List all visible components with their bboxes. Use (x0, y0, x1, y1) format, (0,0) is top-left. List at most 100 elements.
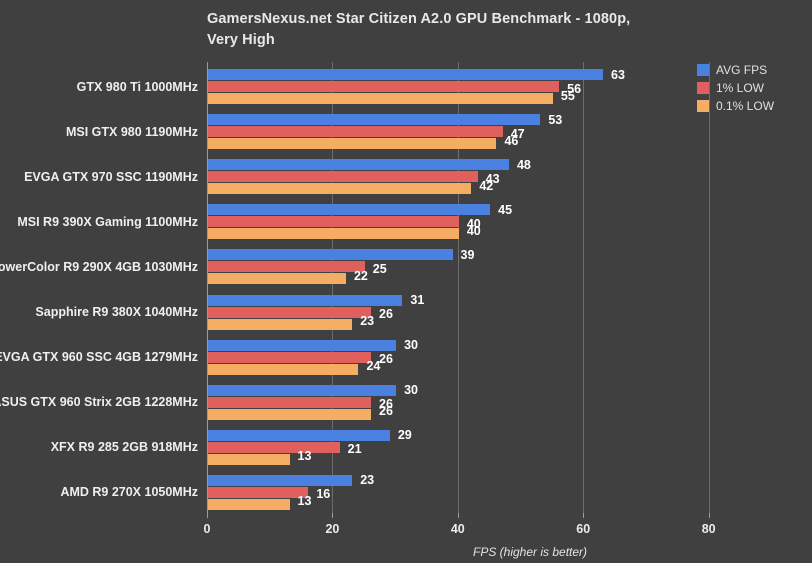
bar-value-label: 23 (360, 473, 375, 488)
bar-value-label: 40 (466, 223, 481, 238)
bar-value-label: 39 (460, 247, 475, 262)
bar[interactable] (208, 138, 497, 150)
bar-value-label: 25 (372, 261, 387, 276)
x-axis-tick (708, 513, 710, 518)
bar[interactable] (208, 498, 290, 510)
category-label: AMD R9 270X 1050MHz (60, 485, 198, 500)
bar-value-label: 13 (297, 494, 312, 509)
legend-item[interactable]: AVG FPS (697, 63, 774, 77)
bar[interactable] (208, 453, 290, 465)
bar-value-label: 21 (347, 442, 362, 457)
category-label: EVGA GTX 960 SSC 4GB 1279MHz (0, 350, 198, 365)
category-label: MSI GTX 980 1190MHz (65, 124, 198, 139)
legend-swatch-icon (697, 100, 709, 112)
bar-value-label: 56 (567, 81, 582, 96)
bar[interactable] (208, 216, 459, 228)
y-axis-line (207, 62, 208, 513)
category-label: PowerColor R9 290X 4GB 1030MHz (0, 259, 198, 274)
bar-value-label: 45 (498, 202, 513, 217)
bar[interactable] (208, 486, 309, 498)
bar[interactable] (208, 69, 604, 80)
bar-value-label: 29 (397, 428, 412, 443)
bar[interactable] (208, 204, 491, 216)
plot-area: 0 20 40 60 80 FPS (higher is better) 63 56 55 53 4… (204, 62, 740, 559)
bar-value-label: 40 (466, 216, 481, 231)
legend-item[interactable]: 1% LOW (697, 81, 774, 95)
bar-value-label: 26 (379, 397, 393, 412)
x-axis-tick (207, 513, 208, 518)
legend-swatch-icon (697, 64, 709, 76)
gridline (457, 62, 459, 513)
bar[interactable] (208, 363, 359, 375)
bar-value-label: 46 (504, 133, 519, 148)
bar[interactable] (208, 294, 403, 306)
category-label: XFX R9 285 2GB 918MHz (50, 440, 198, 455)
x-axis-tick (583, 513, 585, 518)
bar[interactable] (208, 306, 372, 318)
x-axis-tick (332, 513, 334, 518)
chart-legend: AVG FPS 1% LOW 0.1% LOW (697, 63, 775, 113)
bar[interactable] (208, 261, 365, 273)
legend-label: AVG FPS (716, 63, 768, 77)
bar-value-label: 53 (548, 112, 563, 127)
x-axis-tick-label: 40 (450, 522, 465, 536)
category-axis-labels: GTX 980 Ti 1000MHz MSI GTX 980 1190MHz EVG… (0, 0, 203, 563)
x-axis-tick-label: 0 (203, 522, 211, 536)
x-axis-title: FPS (higher is better) (473, 545, 588, 559)
legend-label: 0.1% LOW (716, 99, 775, 113)
bar-value-label: 16 (316, 487, 331, 502)
bar[interactable] (208, 159, 509, 171)
bar-value-label: 63 (611, 67, 625, 82)
bar[interactable] (208, 171, 478, 183)
bar-value-label: 26 (379, 352, 393, 367)
x-axis-tick-label: 20 (325, 522, 340, 536)
x-axis-tick (457, 513, 459, 518)
category-label: ASUS GTX 960 Strix 2GB 1228MHz (0, 395, 198, 410)
bar-value-label: 43 (485, 171, 500, 186)
bar[interactable] (208, 384, 397, 396)
chart-title: GamersNexus.net Star Citizen A2.0 GPU Be… (207, 11, 631, 48)
bar-value-label: 26 (379, 307, 393, 321)
category-label: EVGA GTX 970 SSC 1190MHz (24, 169, 198, 184)
x-axis-tick-label: 80 (701, 522, 716, 536)
bar-value-label: 22 (353, 268, 368, 283)
bar[interactable] (208, 441, 340, 453)
bar[interactable] (208, 318, 353, 330)
bar-value-label: 23 (360, 314, 375, 328)
bar[interactable] (208, 273, 346, 285)
bar-value-label: 55 (560, 88, 575, 103)
bar-value-label: 26 (379, 404, 393, 419)
bar[interactable] (208, 114, 541, 126)
category-label: Sapphire R9 380X 1040MHz (35, 305, 198, 319)
x-axis-tick-label: 60 (576, 522, 591, 536)
bar[interactable] (208, 183, 472, 195)
bar-value-label: 42 (479, 178, 494, 193)
legend-swatch-icon (697, 82, 709, 94)
category-label: MSI R9 390X Gaming 1100MHz (17, 214, 198, 229)
bar-value-label: 30 (404, 338, 419, 353)
bar-value-label: 47 (510, 126, 525, 141)
bar[interactable] (208, 81, 560, 92)
bar-value-label: 13 (297, 449, 312, 464)
category-label: GTX 980 Ti 1000MHz (76, 79, 198, 94)
bar[interactable] (208, 474, 353, 486)
bar[interactable] (208, 396, 372, 408)
bar-value-label: 31 (410, 293, 425, 307)
bar[interactable] (208, 228, 459, 240)
bar[interactable] (208, 339, 397, 351)
gridline (583, 62, 585, 513)
bar[interactable] (208, 93, 553, 104)
bar[interactable] (208, 429, 390, 441)
bar[interactable] (208, 249, 453, 261)
legend-item[interactable]: 0.1% LOW (697, 99, 775, 113)
gridline (708, 62, 710, 513)
bar-value-label: 30 (404, 383, 419, 398)
gridline (332, 62, 334, 513)
bar-value-label: 48 (516, 157, 531, 172)
legend-label: 1% LOW (716, 81, 765, 95)
bar-value-label: 24 (366, 359, 381, 374)
bar[interactable] (208, 408, 372, 420)
bar[interactable] (208, 351, 372, 363)
bar[interactable] (208, 126, 503, 138)
